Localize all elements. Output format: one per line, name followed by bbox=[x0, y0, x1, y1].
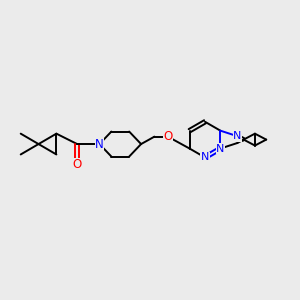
Text: N: N bbox=[216, 143, 225, 154]
Text: O: O bbox=[73, 158, 82, 171]
Text: N: N bbox=[95, 138, 104, 151]
Text: N: N bbox=[233, 131, 242, 141]
Text: O: O bbox=[163, 130, 172, 143]
Text: N: N bbox=[201, 152, 209, 162]
